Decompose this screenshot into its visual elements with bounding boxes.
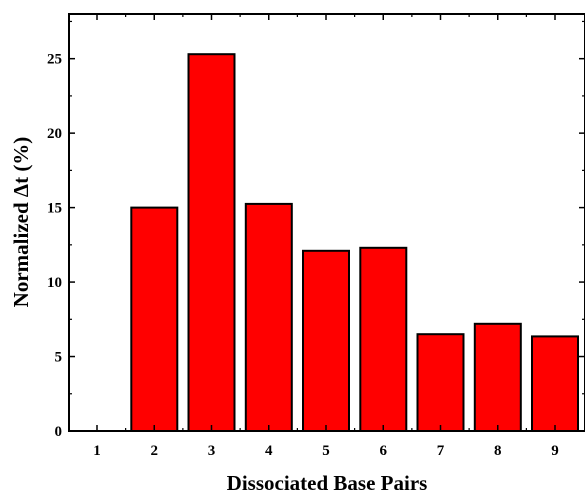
y-tick-label: 5 xyxy=(55,350,63,366)
bar-7 xyxy=(416,333,465,433)
x-tick-label: 8 xyxy=(494,443,502,459)
x-tick-label: 4 xyxy=(265,443,273,459)
x-tick-label: 3 xyxy=(208,443,216,459)
x-tick-label: 1 xyxy=(93,443,101,459)
bar-2 xyxy=(130,206,179,432)
bar-9 xyxy=(531,335,579,432)
x-tick-label: 7 xyxy=(437,443,445,459)
x-tick-label: 6 xyxy=(380,443,388,459)
x-tick-label: 2 xyxy=(151,443,159,459)
y-tick-label: 15 xyxy=(47,201,62,217)
plot-frame xyxy=(68,13,585,432)
x-axis-title: Dissociated Base Pairs xyxy=(227,471,428,495)
y-tick-label: 25 xyxy=(47,52,62,68)
bar-3 xyxy=(187,53,236,432)
x-tick-label: 5 xyxy=(322,443,330,459)
x-axis: 1 2 3 4 5 6 7 8 9 xyxy=(93,14,559,459)
bars-group xyxy=(130,53,579,433)
bar-8 xyxy=(473,322,522,432)
y-tick-label: 10 xyxy=(47,275,62,291)
y-axis: 0 5 10 15 20 25 xyxy=(47,20,585,440)
y-tick-label: 0 xyxy=(55,424,63,440)
y-axis-title: Normalized Δt (%) xyxy=(9,137,33,308)
x-tick-label: 9 xyxy=(551,443,559,459)
y-tick-label: 20 xyxy=(47,126,62,142)
bar-6 xyxy=(359,246,408,432)
bar-4 xyxy=(244,202,293,432)
bar-5 xyxy=(302,249,350,432)
